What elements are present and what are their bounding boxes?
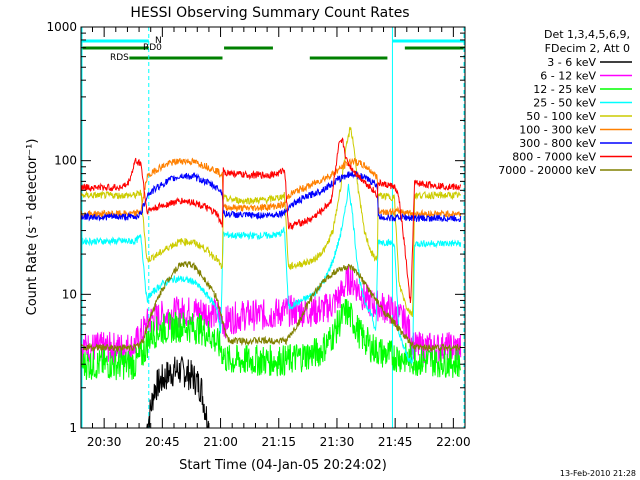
legend-label: 100 - 300 keV	[519, 124, 596, 137]
legend-label: 7000 - 20000 keV	[498, 164, 596, 177]
flag-label: RD0	[143, 43, 162, 53]
x-tick-label: 21:45	[378, 435, 413, 449]
legend-label: 800 - 7000 keV	[512, 151, 596, 164]
legend-label: 25 - 50 keV	[533, 97, 596, 110]
series-line	[80, 137, 462, 304]
series-line	[80, 183, 462, 364]
plot-frame	[80, 26, 466, 429]
legend-label: 3 - 6 keV	[547, 56, 596, 69]
y-axis-label: Count Rate (s⁻¹ detector⁻¹)	[25, 139, 40, 316]
chart-title: HESSI Observing Summary Count Rates	[130, 5, 409, 21]
y-tick-label: 1000	[46, 20, 77, 34]
legend-label: 50 - 100 keV	[526, 110, 596, 123]
y-tick-label: 100	[54, 154, 77, 168]
series-line	[80, 260, 461, 353]
x-tick-label: 20:45	[145, 435, 180, 449]
legend-label: 6 - 12 keV	[540, 70, 596, 83]
series-line	[80, 298, 461, 381]
legend-label: 300 - 800 keV	[519, 137, 596, 150]
series-line	[146, 356, 210, 429]
series-line	[80, 170, 462, 223]
x-axis: 20:30 20:45 21:00 21:15 21:30 21:45 22:00	[87, 27, 471, 449]
legend-label: 12 - 25 keV	[533, 83, 596, 96]
legend-header: Det 1,3,4,5,6,9,	[544, 28, 630, 41]
series-line	[80, 157, 462, 219]
legend-header: FDecim 2, Att 0	[545, 42, 630, 55]
footer-timestamp: 13-Feb-2010 21:28	[560, 469, 636, 478]
x-axis-label: Start Time (04-Jan-05 20:24:02)	[179, 458, 387, 473]
y-tick-label: 1	[69, 421, 77, 435]
x-tick-label: 22:00	[436, 435, 471, 449]
flag-label: RDS	[110, 53, 129, 63]
series-lines	[80, 126, 462, 429]
y-axis: 1 10 100 1000	[46, 20, 465, 435]
x-tick-label: 21:00	[203, 435, 238, 449]
flag-label: N	[155, 36, 162, 46]
x-tick-label: 20:30	[87, 435, 122, 449]
legend: Det 1,3,4,5,6,9,FDecim 2, Att 03 - 6 keV…	[498, 28, 632, 177]
x-tick-label: 21:30	[320, 435, 355, 449]
series-line	[80, 126, 462, 318]
y-tick-label: 10	[62, 287, 77, 301]
x-tick-label: 21:15	[261, 435, 296, 449]
